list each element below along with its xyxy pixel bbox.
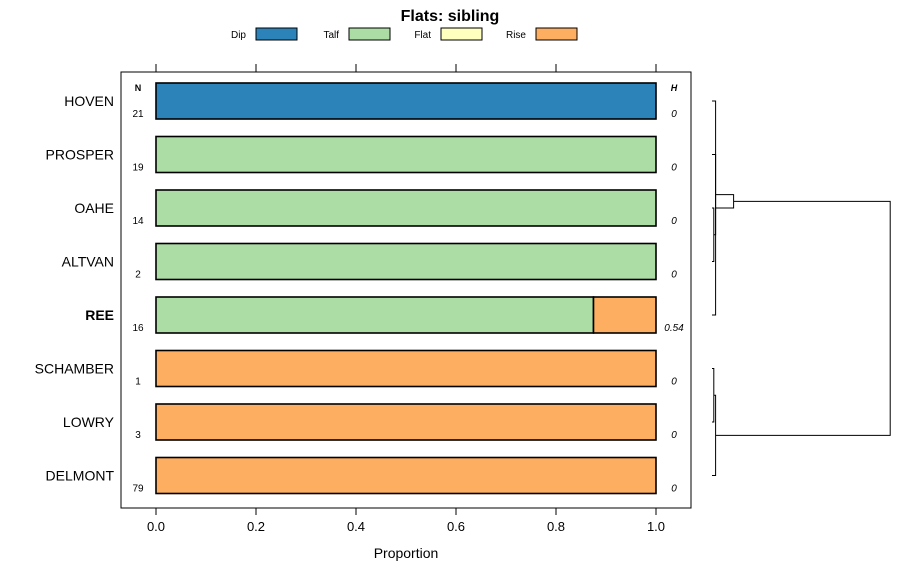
h-value-ree: 0.54 xyxy=(664,323,684,334)
category-label-altvan: ALTVAN xyxy=(62,254,114,270)
n-value-lowry: 3 xyxy=(135,430,141,441)
legend-swatch-flat xyxy=(440,27,483,41)
h-value-schamber: 0 xyxy=(671,377,677,388)
bar-altvan-talf xyxy=(155,242,657,281)
h-value-oahe: 0 xyxy=(671,216,677,227)
category-label-oahe: OAHE xyxy=(74,200,114,216)
h-value-lowry: 0 xyxy=(671,430,677,441)
dendrogram-merge-3 xyxy=(712,368,715,423)
bar-oahe-talf xyxy=(155,189,657,227)
h-value-prosper: 0 xyxy=(671,163,677,174)
h-value-delmont: 0 xyxy=(671,484,677,495)
bar-schamber-rise xyxy=(155,349,657,388)
n-column-header: N xyxy=(135,83,142,93)
h-value-altvan: 0 xyxy=(671,270,677,281)
n-value-delmont: 79 xyxy=(132,484,144,495)
x-tick-label-5: 1.0 xyxy=(647,519,665,534)
legend-swatch-dip xyxy=(255,27,298,41)
x-tick-label-2: 0.4 xyxy=(347,519,365,534)
dendrogram-merge-5 xyxy=(715,194,735,209)
category-label-lowry: LOWRY xyxy=(63,414,115,430)
category-label-ree: REE xyxy=(85,307,114,323)
dendrogram-merge-0 xyxy=(712,207,715,262)
bar-prosper-talf xyxy=(155,135,657,174)
category-label-delmont: DELMONT xyxy=(46,468,115,484)
n-value-oahe: 14 xyxy=(132,216,144,227)
legend-label-flat: Flat xyxy=(414,30,431,41)
h-value-hoven: 0 xyxy=(671,109,677,120)
category-label-hoven: HOVEN xyxy=(64,93,114,109)
chart-title: Flats: sibling xyxy=(401,8,500,25)
legend-label-talf: Talf xyxy=(323,30,339,41)
bar-hoven-dip xyxy=(155,82,657,120)
legend: Dip Talf Flat Rise xyxy=(231,27,578,41)
plot-frame xyxy=(120,71,692,509)
x-axis-label: Proportion xyxy=(374,545,439,561)
h-column-header: H xyxy=(671,83,678,93)
category-label-schamber: SCHAMBER xyxy=(35,361,114,377)
n-value-altvan: 2 xyxy=(135,270,141,281)
legend-label-rise: Rise xyxy=(506,30,526,41)
axes-layer: 0.0 0.2 0.4 0.6 0.8 1.0 xyxy=(147,64,665,534)
x-tick-label-4: 0.8 xyxy=(547,519,565,534)
bar-ree-talf xyxy=(155,296,595,334)
x-tick-label-1: 0.2 xyxy=(247,519,265,534)
legend-label-dip: Dip xyxy=(231,30,246,41)
bars-layer xyxy=(155,82,657,495)
n-value-prosper: 19 xyxy=(132,163,144,174)
bar-lowry-rise xyxy=(155,403,657,441)
x-tick-label-0: 0.0 xyxy=(147,519,165,534)
category-label-prosper: PROSPER xyxy=(46,147,114,163)
legend-swatch-rise xyxy=(535,27,578,41)
labels-layer: N H HOVEN 21 0 PROSPER 19 0 OAHE 14 0 ALTVAN 2 0 REE 16… xyxy=(35,83,685,495)
bar-ree-rise xyxy=(592,296,657,334)
dendrogram-merge-6 xyxy=(715,200,891,436)
bar-delmont-rise xyxy=(155,456,657,495)
dendrogram xyxy=(712,100,891,476)
n-value-hoven: 21 xyxy=(132,109,144,120)
x-tick-label-3: 0.6 xyxy=(447,519,465,534)
n-value-ree: 16 xyxy=(132,323,144,334)
n-value-schamber: 1 xyxy=(135,377,141,388)
legend-swatch-talf xyxy=(348,27,391,41)
